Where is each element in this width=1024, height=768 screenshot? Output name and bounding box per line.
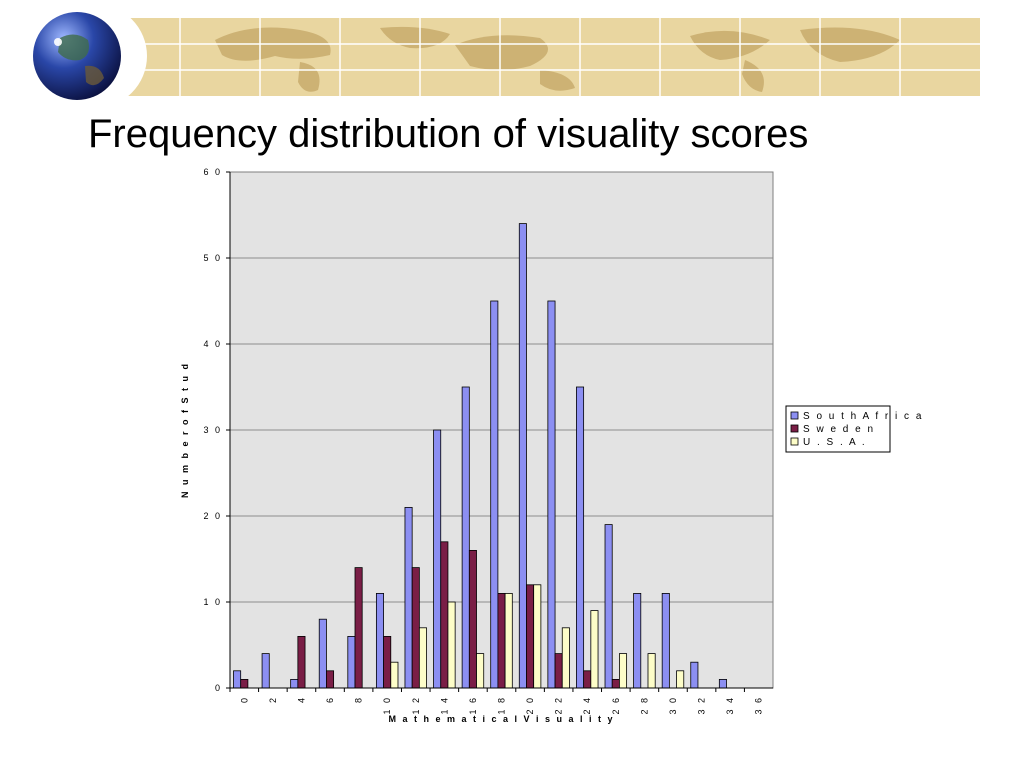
legend-swatch [790, 411, 799, 420]
legend-label: S o u t h A f r i c a [803, 411, 923, 422]
x-tick-label: 3 6 [754, 696, 764, 715]
bar [447, 601, 456, 689]
bar [554, 653, 563, 689]
bar [240, 679, 249, 689]
legend: S o u t h A f r i c a S w e d e n U . S . … [785, 405, 923, 453]
bar [297, 636, 306, 689]
bar [326, 670, 335, 689]
bar [233, 670, 242, 689]
bar [375, 593, 384, 689]
x-tick-label: 2 2 [554, 696, 564, 715]
x-tick-label: 0 [239, 696, 249, 703]
x-tick-labels: 0 2 4 6 8 1 0 1 2 1 4 1 6 1 8 2 0 2 2 2 4 2 6 2 8 3 0 3 … [229, 688, 764, 715]
bar [547, 300, 556, 689]
slide-title: Frequency distribution of visuality scor… [88, 112, 809, 156]
bar [490, 300, 499, 689]
bar [411, 567, 420, 689]
y-tick-label: 6 0 [203, 167, 222, 177]
x-tick-label: 3 2 [697, 696, 707, 715]
legend-box [785, 405, 891, 453]
bar [583, 670, 592, 689]
bar [290, 679, 299, 689]
x-tick-label: 2 0 [525, 696, 535, 715]
slide-banner [33, 4, 980, 108]
y-tick-label: 0 [215, 683, 222, 693]
bar [690, 661, 699, 689]
x-tick-label: 3 0 [668, 696, 678, 715]
bar [261, 653, 270, 689]
map-grid-lines [110, 18, 980, 96]
bar [347, 636, 356, 689]
bar [318, 618, 327, 689]
y-tick-labels: 0 1 0 2 0 3 0 4 0 5 0 6 0 [203, 167, 230, 693]
legend-swatch [790, 437, 799, 446]
y-tick-label: 1 0 [203, 597, 222, 607]
x-tick-label: 1 4 [439, 696, 449, 715]
x-tick-label: 8 [354, 696, 364, 703]
bar [590, 610, 599, 689]
bar [619, 653, 628, 689]
gridlines [230, 257, 773, 603]
bar [476, 653, 485, 689]
x-tick-label: 2 6 [611, 696, 621, 715]
bar [647, 653, 656, 689]
bar [440, 541, 449, 689]
bar [497, 593, 506, 689]
bar [561, 627, 570, 689]
y-tick-label: 5 0 [203, 253, 222, 263]
legend-swatch [790, 424, 799, 433]
legend-label: U . S . A . [803, 437, 867, 448]
bar [604, 524, 613, 689]
bar [611, 679, 620, 689]
bar [533, 584, 542, 689]
bar [390, 661, 399, 689]
x-tick-label: 1 8 [497, 696, 507, 715]
bar [633, 593, 642, 689]
x-tick-label: 1 0 [382, 696, 392, 715]
y-tick-label: 3 0 [203, 425, 222, 435]
x-tick-label: 1 2 [411, 696, 421, 715]
bar [354, 567, 363, 689]
globe-land [58, 34, 89, 61]
y-axis-title: N u m b e r o f S t u d [180, 362, 190, 498]
bar [576, 386, 585, 689]
bar [383, 636, 392, 689]
bar [404, 506, 413, 689]
bar [418, 627, 427, 689]
x-tick-label: 2 [268, 696, 278, 703]
bar [526, 584, 535, 689]
globe-highlight [54, 38, 62, 46]
x-tick-label: 3 4 [725, 696, 735, 715]
legend-label: S w e d e n [803, 424, 875, 435]
x-tick-label: 1 6 [468, 696, 478, 715]
bar [468, 550, 477, 689]
bar [661, 593, 670, 689]
x-axis-title: M a t h e m a t i c a l V i s u a l i t … [388, 714, 614, 724]
bar [433, 429, 442, 689]
y-tick-label: 4 0 [203, 339, 222, 349]
bar [676, 670, 685, 689]
x-tick-label: 4 [296, 696, 306, 703]
bar [504, 593, 513, 689]
x-tick-label: 6 [325, 696, 335, 703]
y-tick-label: 2 0 [203, 511, 222, 521]
bar [518, 223, 527, 689]
x-tick-label: 2 4 [582, 696, 592, 715]
bar [461, 386, 470, 689]
globe-land [85, 65, 104, 86]
x-tick-label: 2 8 [639, 696, 649, 715]
bar [718, 679, 727, 689]
